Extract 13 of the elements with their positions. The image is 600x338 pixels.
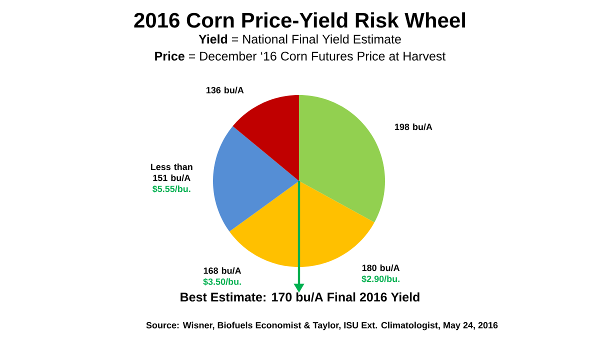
chart-subtitle: Yield = National Final Yield Estimate bbox=[198, 34, 401, 44]
slice-label: 136 bu/A bbox=[206, 86, 244, 94]
text: $3.50/bu. bbox=[203, 278, 241, 286]
slice-label: 180 bu/A bbox=[362, 264, 400, 272]
slice-label: 168 bu/A bbox=[204, 267, 242, 274]
slice-label: 198 bu/A bbox=[395, 123, 432, 130]
chart-title: 2016 Corn Price-Yield Risk Wheel bbox=[134, 12, 465, 28]
text: $5.55/bu. bbox=[152, 185, 190, 193]
text: Best Estimate: 170 bu/A Final 2016 Yield bbox=[180, 292, 420, 302]
text: Price = December ‘16 Corn Futures Price at Harvest bbox=[155, 51, 446, 61]
slice-label: Less than 151 bu/A bbox=[150, 163, 192, 182]
source-note: Source: Wisner, Biofuels Economist & Taylor, ISU Ext. Climatologist, May 24, 2016 bbox=[146, 322, 498, 330]
text: $2.90/bu. bbox=[362, 275, 400, 283]
